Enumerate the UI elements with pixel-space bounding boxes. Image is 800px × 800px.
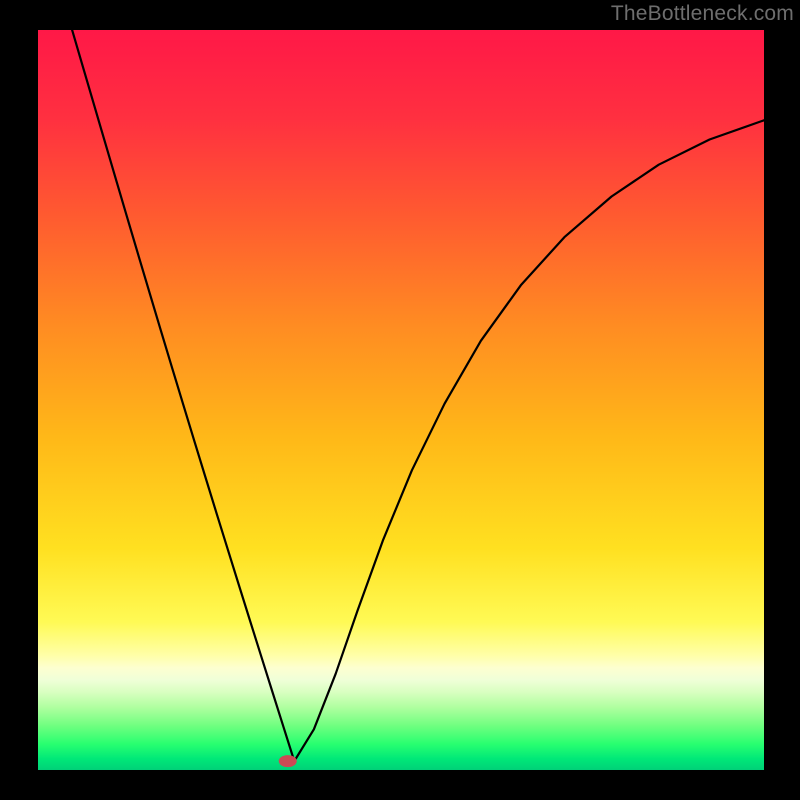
bottleneck-chart [0, 0, 800, 800]
watermark-text: TheBottleneck.com [611, 2, 794, 26]
plot-background [38, 30, 764, 770]
min-marker [279, 755, 297, 767]
chart-container: TheBottleneck.com [0, 0, 800, 800]
